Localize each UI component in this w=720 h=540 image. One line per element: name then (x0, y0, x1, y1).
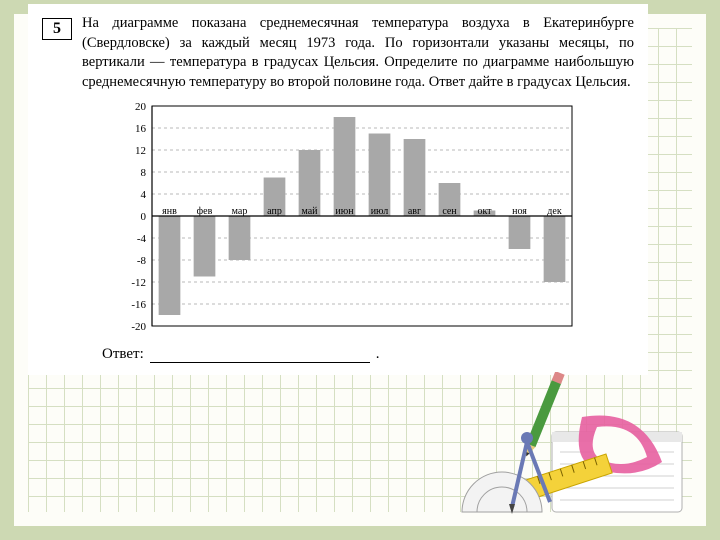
problem-card: 5 На диаграмме показана среднемесячная т… (28, 4, 648, 375)
svg-text:июн: июн (335, 206, 354, 217)
svg-text:4: 4 (141, 189, 147, 201)
svg-text:8: 8 (141, 167, 147, 179)
task-header: 5 На диаграмме показана среднемесячная т… (42, 14, 634, 92)
svg-text:0: 0 (141, 211, 147, 223)
svg-text:окт: окт (477, 206, 492, 217)
svg-text:июл: июл (371, 206, 389, 217)
task-number-box: 5 (42, 18, 72, 40)
answer-label: Ответ: (102, 346, 144, 363)
svg-text:-8: -8 (137, 255, 147, 267)
answer-terminator: . (376, 346, 380, 363)
svg-text:-16: -16 (131, 299, 146, 311)
svg-text:ноя: ноя (512, 206, 527, 217)
svg-text:12: 12 (135, 145, 146, 157)
svg-text:дек: дек (547, 206, 562, 217)
chart-svg: -20 -16 -12 -8 -4 0 4 8 12 16 20 янв фев мар апр май июн… (114, 100, 584, 340)
answer-blank-line[interactable] (150, 348, 370, 363)
stationery-icon (432, 372, 692, 522)
svg-text:сен: сен (442, 206, 457, 217)
svg-text:фев: фев (197, 206, 213, 217)
svg-text:авг: авг (408, 206, 421, 217)
answer-row: Ответ: . (102, 346, 634, 363)
svg-text:янв: янв (162, 206, 177, 217)
svg-text:16: 16 (135, 123, 147, 135)
svg-text:-4: -4 (137, 233, 147, 245)
temperature-chart: -20 -16 -12 -8 -4 0 4 8 12 16 20 янв фев мар апр май июн… (114, 100, 634, 340)
svg-text:-12: -12 (131, 277, 146, 289)
task-text: На диаграмме показана среднемесячная тем… (82, 14, 634, 92)
svg-text:мар: мар (232, 206, 248, 217)
svg-text:20: 20 (135, 101, 147, 113)
svg-text:май: май (301, 206, 318, 217)
svg-text:апр: апр (267, 206, 282, 217)
svg-text:-20: -20 (131, 321, 146, 333)
